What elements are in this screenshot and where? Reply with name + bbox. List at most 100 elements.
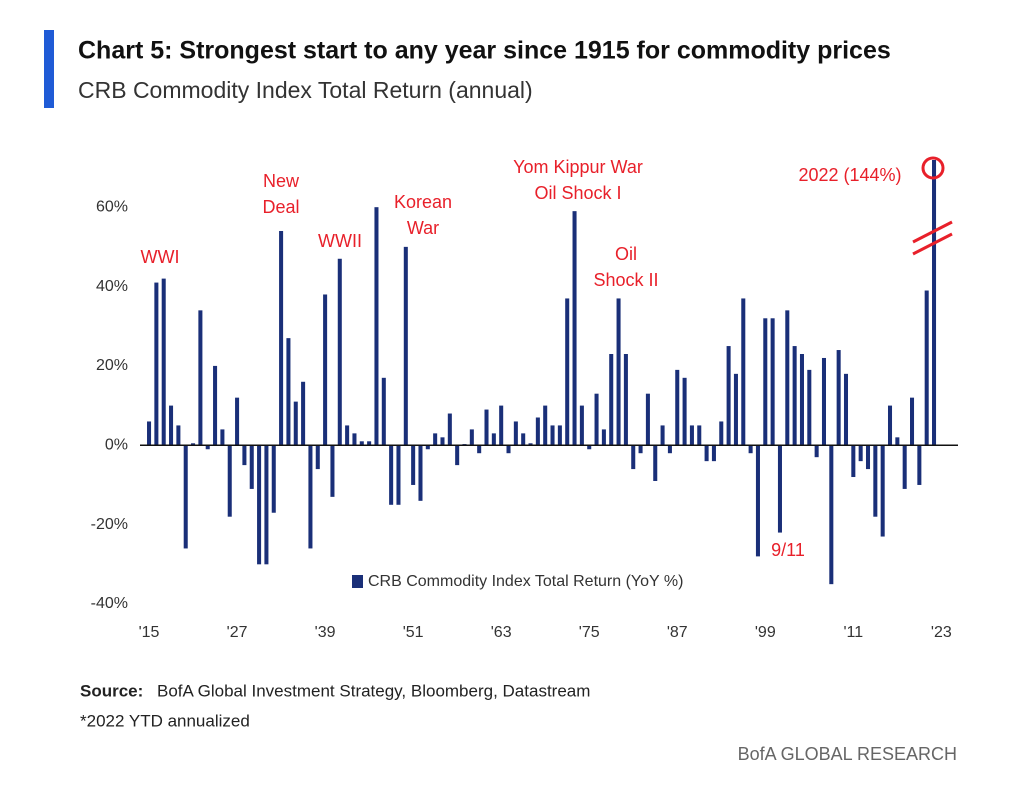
bar xyxy=(403,246,408,446)
bar xyxy=(323,294,328,446)
bar xyxy=(814,445,819,458)
annotation: 2022 (144%) xyxy=(798,165,901,185)
x-tick-label: '27 xyxy=(227,624,248,641)
bar xyxy=(719,421,724,446)
bar xyxy=(499,405,504,446)
bar xyxy=(213,365,218,446)
bar xyxy=(543,405,548,446)
bar xyxy=(425,445,430,450)
x-tick-label: '87 xyxy=(667,624,688,641)
bar xyxy=(755,445,760,557)
bar xyxy=(932,160,937,446)
bar xyxy=(381,377,386,446)
bar xyxy=(675,369,680,446)
bar xyxy=(902,445,907,489)
bar xyxy=(477,445,482,454)
bar xyxy=(491,433,496,446)
bar xyxy=(484,409,489,446)
bar xyxy=(411,445,416,485)
bar xyxy=(579,405,584,446)
x-tick-label: '39 xyxy=(315,624,336,641)
bar xyxy=(645,393,650,446)
bar xyxy=(154,282,159,446)
y-tick-label: 20% xyxy=(96,357,128,374)
bar xyxy=(682,377,687,446)
bar xyxy=(880,445,885,537)
bar xyxy=(271,445,276,513)
bar xyxy=(169,405,174,446)
bar xyxy=(235,397,240,446)
bar xyxy=(147,421,152,446)
x-tick-label: '11 xyxy=(843,624,863,641)
x-tick-label: '15 xyxy=(139,624,160,641)
bar xyxy=(337,258,342,446)
annotation: New xyxy=(263,171,300,191)
bar xyxy=(851,445,856,478)
bar xyxy=(249,445,254,489)
annotation: Oil xyxy=(615,244,637,264)
bar xyxy=(748,445,753,454)
bar xyxy=(330,445,335,497)
bar xyxy=(836,350,841,446)
bar xyxy=(528,443,533,446)
bar xyxy=(293,401,298,446)
bar xyxy=(917,445,922,485)
bar xyxy=(689,425,694,446)
axis-break xyxy=(912,220,953,244)
bar xyxy=(191,443,196,446)
bar xyxy=(396,445,401,505)
bar xyxy=(726,346,731,446)
bar xyxy=(535,417,540,446)
source: BofA Global Investment Strategy, Bloombe… xyxy=(157,681,590,700)
bar xyxy=(777,445,782,533)
bar xyxy=(352,433,357,446)
annotation: WWI xyxy=(141,247,180,267)
bar xyxy=(301,381,306,446)
bar xyxy=(799,354,804,446)
annotation: Shock II xyxy=(593,270,658,290)
bar xyxy=(667,445,672,454)
y-tick-label: -40% xyxy=(91,595,128,612)
bar xyxy=(821,357,826,446)
bar xyxy=(910,397,915,446)
x-tick-label: '23 xyxy=(931,624,952,641)
bar xyxy=(594,393,599,446)
bar xyxy=(550,425,555,446)
bar xyxy=(565,298,570,446)
note: *2022 YTD annualized xyxy=(80,711,250,730)
legend-swatch xyxy=(352,575,363,588)
annotation: 9/11 xyxy=(771,540,805,560)
bar xyxy=(623,354,628,446)
bar xyxy=(176,425,181,446)
x-tick-label: '63 xyxy=(491,624,512,641)
bar xyxy=(572,211,577,446)
bar xyxy=(220,429,225,446)
bar xyxy=(359,441,364,446)
bar xyxy=(829,445,834,585)
legend-label: CRB Commodity Index Total Return (YoY %) xyxy=(368,573,683,590)
bar xyxy=(711,445,716,462)
bar xyxy=(770,318,775,446)
y-tick-label: 60% xyxy=(96,198,128,215)
bar xyxy=(865,445,871,470)
annotation: Deal xyxy=(262,197,299,217)
bar xyxy=(638,445,643,454)
bar xyxy=(697,425,702,446)
annotation: War xyxy=(407,218,439,238)
bar xyxy=(858,445,863,462)
bar xyxy=(308,445,313,549)
bar xyxy=(601,429,606,446)
x-tick-label: '51 xyxy=(403,624,424,641)
bar xyxy=(513,421,518,446)
bar xyxy=(161,278,166,446)
bar xyxy=(418,445,423,501)
bar xyxy=(660,425,665,446)
source-label: Source: xyxy=(80,681,143,700)
annotation: Yom Kippur War xyxy=(513,157,643,177)
bar xyxy=(279,230,284,446)
x-tick-label: '99 xyxy=(755,624,776,641)
bar xyxy=(389,445,394,505)
bar xyxy=(286,338,291,446)
bar xyxy=(315,445,320,470)
bar xyxy=(873,445,878,517)
